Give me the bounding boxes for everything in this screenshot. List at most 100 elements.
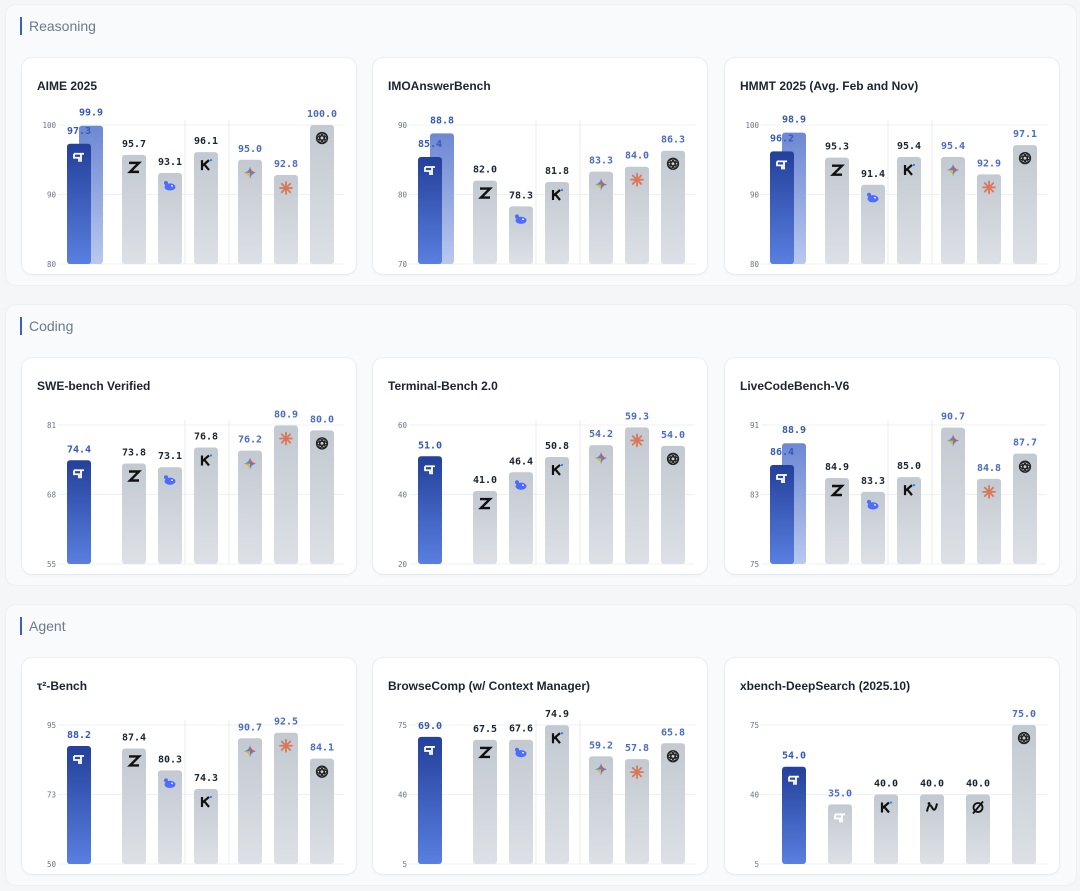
data-label-main: 69.0 [418, 721, 442, 732]
y-tick-label: 80 [47, 260, 57, 269]
data-label: 67.6 [509, 724, 533, 735]
deepseek-icon [164, 180, 176, 191]
data-label: 83.3 [589, 156, 613, 167]
openai-icon [666, 157, 680, 170]
bar-competitor [310, 430, 334, 564]
bar-competitor [897, 477, 921, 564]
main-model-icon [73, 152, 84, 162]
data-label: 81.8 [545, 166, 569, 177]
zhipu-icon [478, 187, 493, 199]
bar-competitor [941, 427, 965, 564]
y-tick-label: 40 [398, 491, 408, 500]
section-title: Agent [20, 617, 66, 635]
bar-competitor [473, 739, 497, 864]
y-tick-label: 5 [754, 860, 759, 869]
claude-icon [630, 172, 644, 187]
bar-main [67, 460, 91, 564]
data-label: 92.5 [274, 717, 298, 728]
chart-card-tau2-bench: τ²-Bench 95 73 50 88.2 87.4 80.3 74.3 90.7 92.5 8… [22, 658, 356, 874]
openai-icon [666, 452, 680, 465]
openai-icon [666, 750, 680, 763]
bar-main [67, 746, 91, 864]
data-label: 57.8 [625, 743, 649, 754]
main-model-icon [73, 755, 84, 765]
bar-competitor [661, 445, 685, 564]
zhipu-icon [478, 497, 493, 510]
gemini-icon [244, 457, 256, 470]
data-label: 92.9 [977, 158, 1001, 169]
zhipu-icon [830, 484, 845, 497]
data-label: 90.7 [238, 722, 262, 733]
bar-competitor [920, 794, 944, 864]
openai-icon [1018, 152, 1032, 165]
bar-competitor [122, 748, 146, 864]
data-label: 67.5 [473, 724, 497, 735]
data-label: 35.0 [828, 788, 852, 799]
kimi-icon [551, 188, 564, 201]
bar-competitor [966, 794, 990, 864]
data-label: 95.4 [897, 141, 921, 152]
zhipu-icon [127, 161, 142, 174]
y-tick-label: 50 [47, 860, 57, 869]
bar-competitor [977, 478, 1001, 564]
data-label: 59.3 [625, 411, 649, 422]
bar-competitor [473, 491, 497, 564]
kimi-icon [551, 732, 564, 744]
data-label: 73.8 [122, 447, 146, 458]
y-tick-label: 80 [750, 260, 760, 269]
section-title: Coding [20, 317, 73, 335]
y-tick-label: 90 [47, 191, 57, 200]
y-tick-label: 40 [750, 791, 760, 800]
bar-competitor [158, 467, 182, 564]
bar-competitor [1013, 453, 1037, 564]
data-label-main: 74.4 [67, 444, 91, 455]
data-label: 84.8 [977, 463, 1001, 474]
bar-competitor [625, 427, 649, 564]
data-label: 90.7 [941, 412, 965, 423]
data-label: 100.0 [307, 109, 337, 120]
y-tick-label: 91 [750, 421, 759, 430]
bar-competitor [545, 456, 569, 564]
data-label: 83.3 [861, 476, 885, 487]
bar-competitor [1013, 145, 1037, 264]
data-label-main: 51.0 [418, 440, 442, 451]
data-label: 95.4 [941, 141, 965, 152]
chart-card-xbench-deepsearch: xbench-DeepSearch (2025.10) 75 40 5 54.0 35.… [725, 658, 1059, 874]
main-model-icon [73, 469, 84, 479]
chart-title: LiveCodeBench-V6 [740, 379, 850, 393]
bar-competitor [238, 738, 262, 864]
data-label: 80.9 [274, 410, 298, 421]
gemini-icon [947, 163, 959, 176]
section-title: Reasoning [20, 17, 96, 35]
bar-competitor [625, 166, 649, 264]
data-label: 82.0 [473, 165, 497, 176]
kimi-icon [551, 463, 564, 476]
data-label-main: 96.2 [770, 133, 794, 144]
bar-competitor [1012, 725, 1036, 864]
deepseek-icon [164, 475, 176, 485]
main-model-icon [424, 746, 435, 755]
bar-competitor [941, 156, 965, 264]
bar-competitor [310, 125, 334, 264]
bar-main [782, 766, 806, 864]
bar-competitor [589, 171, 613, 264]
claude-icon [279, 181, 293, 195]
data-label-main: 88.2 [67, 730, 91, 741]
bar-chart: 95 73 50 88.2 87.4 80.3 74.3 90.7 92.5 84.1 [47, 717, 344, 869]
claude-icon [630, 433, 644, 448]
y-tick-label: 75 [398, 721, 407, 730]
data-label: 84.1 [310, 743, 334, 754]
bar-main [67, 143, 91, 264]
bar-competitor [158, 770, 182, 864]
bar-competitor [828, 804, 852, 864]
chart-title: HMMT 2025 (Avg. Feb and Nov) [740, 79, 919, 93]
bar-main [770, 151, 794, 264]
data-label-main-extended: 88.8 [430, 115, 454, 126]
data-label: 76.8 [194, 431, 218, 442]
data-label: 85.0 [897, 461, 921, 472]
data-label: 95.0 [238, 144, 262, 155]
y-tick-label: 5 [402, 860, 407, 869]
bar-chart: 100 90 80 98.9 96.2 95.3 91.4 95.4 95.4 92.9 97.1 [745, 115, 1047, 269]
chart-title: Terminal-Bench 2.0 [388, 379, 498, 393]
bar-competitor [122, 463, 146, 564]
